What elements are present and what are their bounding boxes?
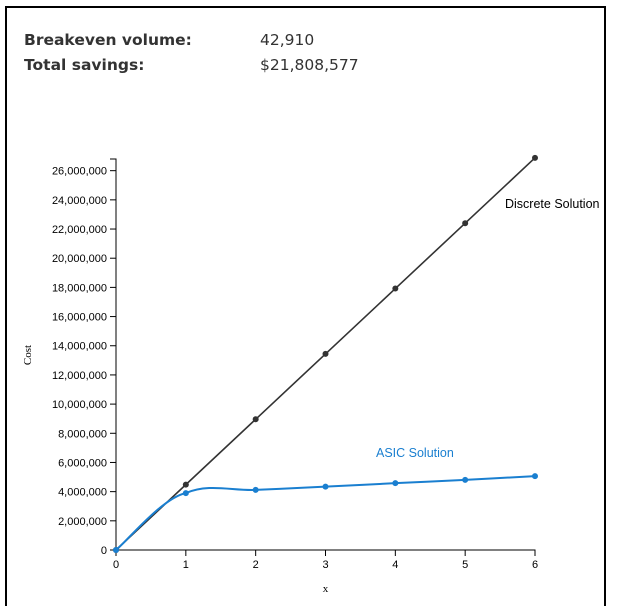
y-tick-label: 26,000,000: [52, 166, 107, 178]
asic-solution-point: [252, 486, 259, 493]
y-tick-label: 14,000,000: [52, 341, 107, 353]
y-tick-label: 6,000,000: [58, 457, 107, 469]
asic-solution-point: [462, 476, 469, 483]
x-tick-label: 4: [392, 559, 398, 571]
savings-label: Total savings:: [24, 56, 145, 74]
y-tick-label: 12,000,000: [52, 370, 107, 382]
discrete-solution-label: Discrete Solution: [505, 197, 600, 211]
report-frame: [5, 6, 606, 606]
y-axis-title: Cost: [22, 345, 34, 365]
y-tick-label: 22,000,000: [52, 224, 107, 236]
breakeven-value: 42,910: [260, 31, 315, 49]
asic-solution-label: ASIC Solution: [376, 446, 454, 460]
x-tick-label: 6: [532, 559, 538, 571]
discrete-solution-point: [322, 350, 329, 357]
y-tick-label: 24,000,000: [52, 195, 107, 207]
x-axis-title: x: [323, 583, 329, 595]
x-tick-label: 1: [183, 559, 189, 571]
asic-solution-point: [182, 490, 189, 497]
discrete-solution-point: [532, 154, 538, 161]
breakeven-label: Breakeven volume:: [24, 31, 192, 49]
discrete-solution-point: [252, 416, 259, 423]
x-tick-label: 3: [322, 559, 328, 571]
asic-solution-point: [322, 483, 329, 490]
asic-solution-point: [532, 473, 538, 480]
x-tick-label: 5: [462, 559, 468, 571]
y-tick-label: 4,000,000: [58, 487, 107, 499]
y-tick-label: 10,000,000: [52, 399, 107, 411]
y-tick-label: 16,000,000: [52, 312, 107, 324]
y-tick-label: 0: [101, 545, 107, 557]
x-tick-label: 2: [253, 559, 259, 571]
savings-value: $21,808,577: [260, 56, 359, 74]
y-tick-label: 20,000,000: [52, 253, 107, 265]
asic-solution-point: [392, 480, 399, 487]
discrete-solution-point: [182, 481, 189, 488]
asic-solution-point: [113, 547, 119, 553]
y-tick-label: 2,000,000: [58, 516, 107, 528]
y-tick-label: 8,000,000: [58, 428, 107, 440]
y-tick-label: 18,000,000: [52, 282, 107, 294]
x-tick-label: 0: [113, 559, 119, 571]
discrete-solution-point: [462, 220, 469, 227]
discrete-solution-point: [392, 285, 399, 292]
